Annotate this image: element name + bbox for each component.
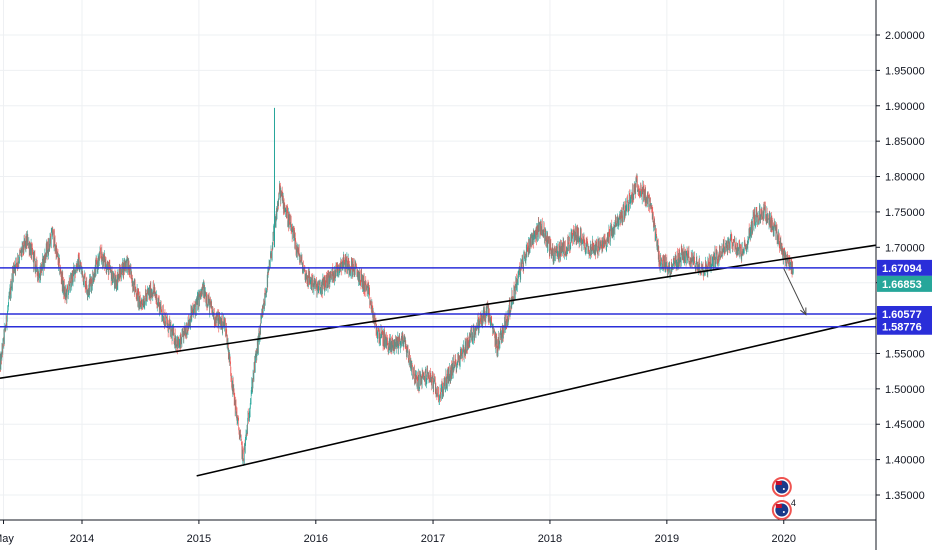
y-tick-label: 1.55000: [885, 348, 925, 360]
grid: [0, 0, 876, 520]
y-tick-label: 1.80000: [885, 172, 925, 184]
level-price-tag-3: 1.58776: [882, 322, 922, 334]
drawings[interactable]: [0, 244, 877, 477]
y-tick-label: 1.40000: [885, 455, 925, 467]
level-price-tag-2: 1.60577: [882, 309, 922, 321]
y-tick-label: 1.50000: [885, 384, 925, 396]
x-tick-label: 2020: [772, 533, 796, 545]
x-tick-label: 2018: [538, 533, 562, 545]
last-price-tag-background: [877, 275, 932, 292]
y-tick-label: 1.90000: [885, 101, 925, 113]
level-price-tag-1: 1.67094: [882, 263, 923, 275]
y-tick-label: 2.00000: [885, 30, 925, 42]
y-tick-label: 1.75000: [885, 207, 925, 219]
flag-union-jack: [775, 504, 782, 508]
flag-star: [782, 511, 785, 513]
x-tick-label: 2015: [187, 533, 211, 545]
projection-arrow-head: [800, 307, 807, 316]
y-tick-label: 1.45000: [885, 419, 925, 431]
candles: [0, 107, 794, 466]
country-flag-icon[interactable]: 4: [771, 498, 796, 520]
x-tick-label: May: [0, 533, 14, 545]
trendline-1[interactable]: [0, 244, 877, 380]
x-tick-label: 2017: [421, 533, 445, 545]
y-tick-label: 1.35000: [885, 490, 925, 502]
projection-arrow[interactable]: [783, 268, 807, 315]
x-tick-label: 2014: [70, 533, 94, 545]
event-markers[interactable]: 4: [771, 477, 796, 520]
y-tick-label: 1.85000: [885, 136, 925, 148]
flag-star: [782, 488, 785, 490]
x-tick-label: 2019: [655, 533, 679, 545]
x-tick-label: 2016: [304, 533, 328, 545]
trendline-2[interactable]: [196, 317, 877, 477]
level-price-tag-3-background: [877, 318, 932, 335]
country-flag-icon[interactable]: [771, 477, 792, 497]
flag-union-jack: [775, 481, 782, 485]
y-tick-label: 1.70000: [885, 242, 925, 254]
marker-badge-count: 4: [791, 498, 796, 508]
level-price-tag-2-background: [877, 305, 932, 322]
y-tick-label: 1.95000: [885, 65, 925, 77]
level-price-tag-1-background: [877, 259, 932, 276]
last-price-tag: 1.66853: [882, 279, 922, 291]
